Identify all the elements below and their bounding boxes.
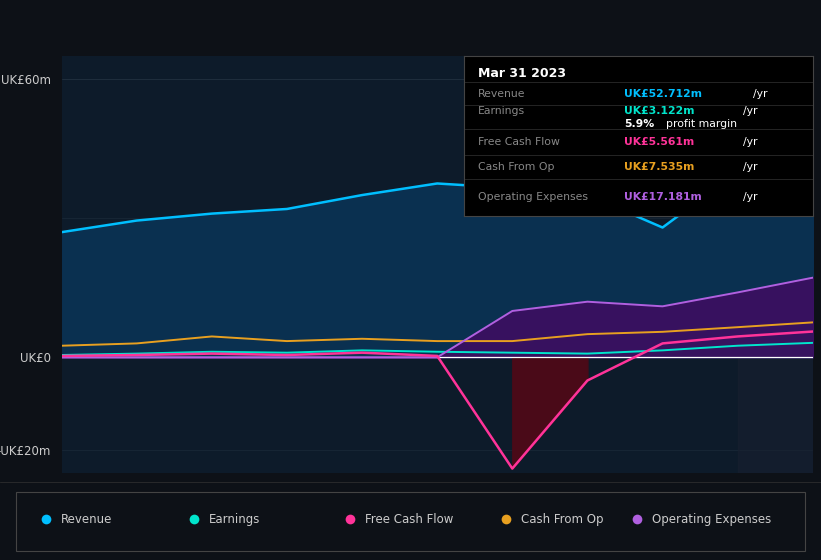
Text: UK£17.181m: UK£17.181m bbox=[624, 192, 702, 202]
Text: Operating Expenses: Operating Expenses bbox=[652, 513, 771, 526]
Text: UK£7.535m: UK£7.535m bbox=[624, 162, 695, 172]
Bar bbox=[737, 56, 813, 473]
Bar bbox=[16, 492, 805, 550]
Text: Operating Expenses: Operating Expenses bbox=[478, 192, 588, 202]
Text: /yr: /yr bbox=[743, 192, 758, 202]
Text: UK£5.561m: UK£5.561m bbox=[624, 137, 695, 147]
Text: UK£52.712m: UK£52.712m bbox=[624, 89, 703, 99]
Text: /yr: /yr bbox=[754, 89, 768, 99]
Text: Free Cash Flow: Free Cash Flow bbox=[478, 137, 560, 147]
Text: /yr: /yr bbox=[743, 162, 758, 172]
Text: Earnings: Earnings bbox=[209, 513, 260, 526]
Text: Cash From Op: Cash From Op bbox=[521, 513, 603, 526]
Text: 5.9%: 5.9% bbox=[624, 119, 654, 129]
Text: /yr: /yr bbox=[743, 137, 758, 147]
Text: /yr: /yr bbox=[743, 106, 758, 116]
Text: Cash From Op: Cash From Op bbox=[478, 162, 554, 172]
Text: Revenue: Revenue bbox=[61, 513, 112, 526]
Text: Earnings: Earnings bbox=[478, 106, 525, 116]
Text: profit margin: profit margin bbox=[667, 119, 737, 129]
Text: Revenue: Revenue bbox=[478, 89, 525, 99]
Text: Mar 31 2023: Mar 31 2023 bbox=[478, 67, 566, 80]
Text: Free Cash Flow: Free Cash Flow bbox=[365, 513, 453, 526]
Text: UK£3.122m: UK£3.122m bbox=[624, 106, 695, 116]
